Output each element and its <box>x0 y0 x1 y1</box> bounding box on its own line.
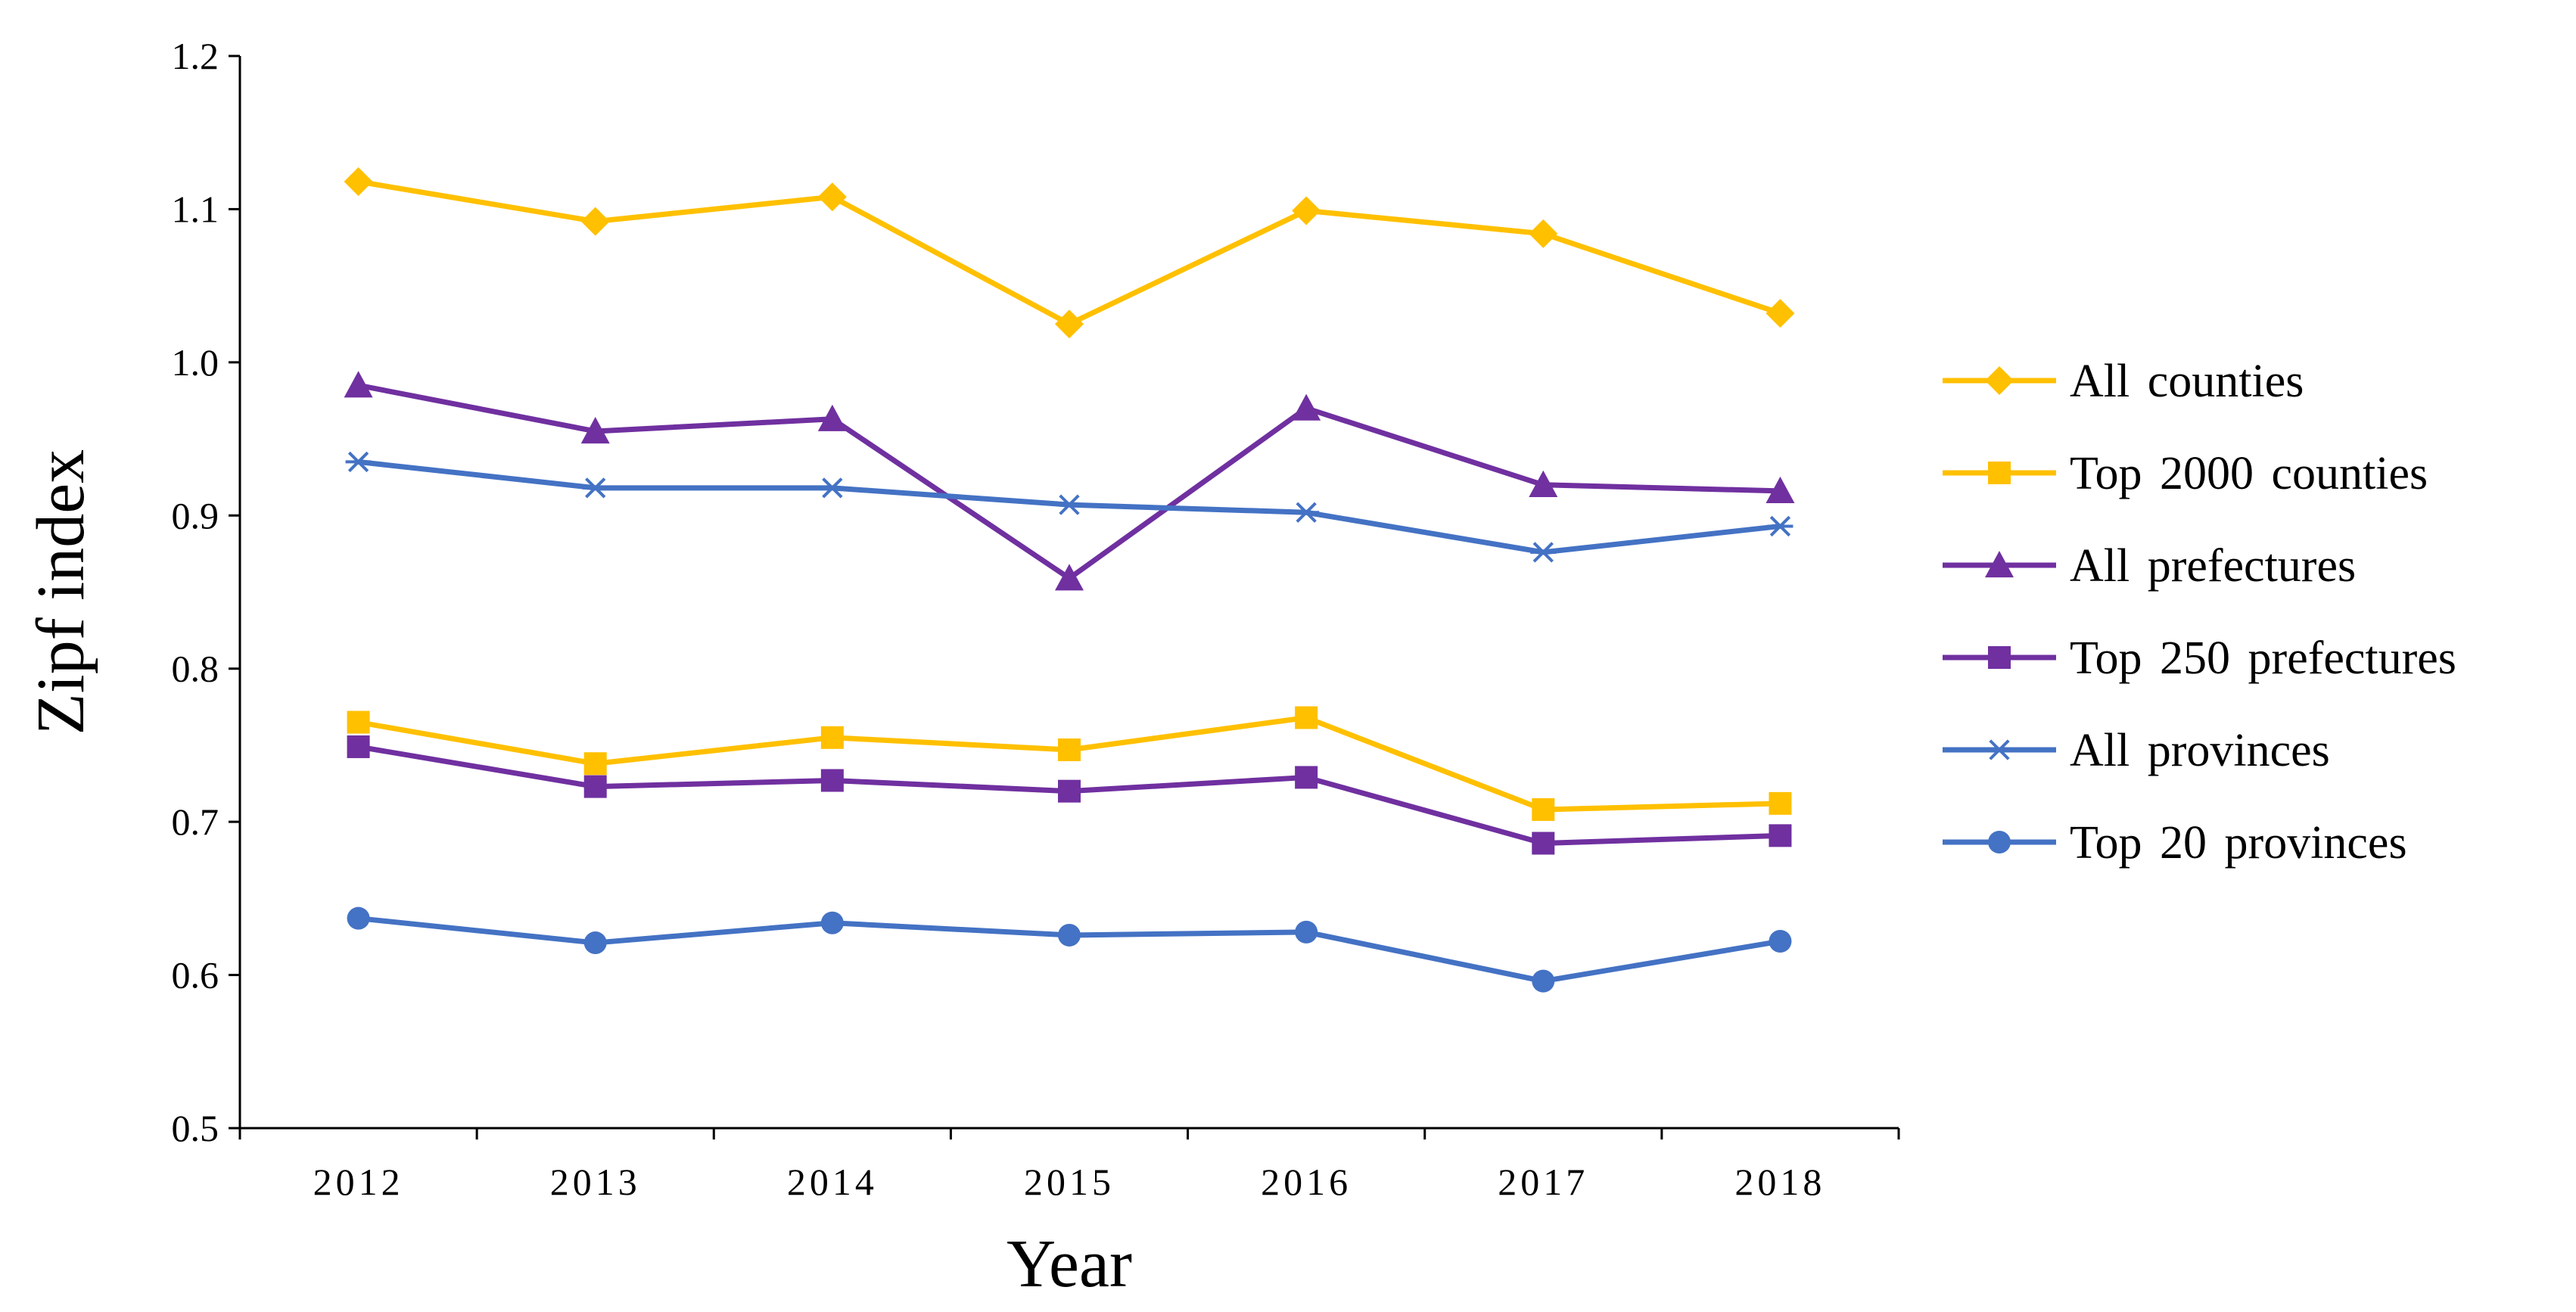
x-axis-title: Year <box>1006 1227 1132 1301</box>
legend: All counties Top 2000 counties All prefect… <box>1943 356 2456 869</box>
series-all-provinces <box>345 451 1794 563</box>
data-point <box>1292 393 1321 421</box>
data-point <box>583 752 607 776</box>
legend-item: All provinces <box>1943 725 2330 776</box>
legend-label: All counties <box>2070 356 2304 407</box>
data-point <box>1295 920 1318 944</box>
data-point <box>580 207 610 236</box>
x-ticks: 2012 2013 2014 2015 2016 2017 2018 <box>238 1128 1900 1203</box>
data-point <box>1769 791 1792 815</box>
data-point <box>820 726 844 749</box>
data-point <box>1532 832 1555 855</box>
legend-marker <box>1988 462 2011 484</box>
y-tick-label: 0.9 <box>172 494 219 536</box>
data-point <box>344 166 373 196</box>
legend-label: All provinces <box>2070 725 2330 776</box>
legend-item: All counties <box>1943 356 2304 407</box>
series-all-counties <box>344 166 1795 339</box>
series-layer <box>344 166 1795 993</box>
legend-marker <box>1988 831 2011 853</box>
series-line <box>357 179 1781 327</box>
data-point <box>1766 299 1795 328</box>
x-tick-label: 2013 <box>550 1161 641 1203</box>
data-point <box>1055 309 1084 339</box>
y-tick-label: 0.6 <box>172 954 219 996</box>
legend-label: Top 20 provinces <box>2070 817 2407 869</box>
y-axis-title: Zipf index <box>23 449 98 735</box>
data-point <box>1766 476 1795 504</box>
y-tick-label: 0.8 <box>172 648 219 690</box>
x-tick-label: 2012 <box>313 1161 404 1203</box>
legend-label: Top 250 prefectures <box>2070 633 2456 684</box>
data-point <box>345 451 372 473</box>
data-point <box>347 735 370 758</box>
y-tick-label: 0.7 <box>172 801 219 843</box>
data-point <box>1295 766 1318 789</box>
x-tick-label: 2017 <box>1498 1161 1588 1203</box>
series-top-250-prefectures <box>347 735 1792 855</box>
data-point <box>819 477 845 499</box>
y-tick-label: 1.1 <box>172 188 219 230</box>
legend-item: All prefectures <box>1943 540 2356 592</box>
data-point <box>1058 779 1081 803</box>
data-point <box>1767 515 1794 537</box>
data-point <box>347 906 370 930</box>
data-point <box>1292 196 1321 225</box>
series-top-20-provinces <box>347 906 1792 993</box>
data-point <box>344 371 373 398</box>
legend-marker <box>1985 551 2014 578</box>
data-point <box>1056 494 1082 515</box>
y-ticks: 0.5 0.6 0.7 0.8 0.9 1.0 1.1 1.2 <box>172 35 240 1149</box>
y-tick-label: 0.5 <box>172 1107 219 1149</box>
series-top-2000-counties <box>347 706 1792 821</box>
data-point <box>1058 738 1081 762</box>
legend-marker <box>1985 366 2014 395</box>
data-point <box>1055 564 1084 591</box>
data-point <box>1532 797 1555 821</box>
data-point <box>1293 502 1320 523</box>
x-tick-label: 2018 <box>1734 1161 1825 1203</box>
legend-marker <box>1986 739 2012 760</box>
y-tick-label: 1.2 <box>172 35 219 77</box>
series-line <box>358 459 1781 555</box>
legend-label: All prefectures <box>2070 540 2356 592</box>
data-point <box>582 477 608 499</box>
y-tick-label: 1.0 <box>172 341 219 384</box>
data-point <box>1769 824 1792 847</box>
data-point <box>820 911 844 934</box>
data-point <box>580 416 610 444</box>
data-point <box>1058 923 1081 947</box>
data-point <box>1295 706 1318 729</box>
data-point <box>820 769 844 792</box>
data-point <box>347 710 370 734</box>
legend-item: Top 250 prefectures <box>1943 633 2456 684</box>
series-all-prefectures <box>344 371 1795 591</box>
data-point <box>1532 969 1555 993</box>
legend-marker <box>1988 646 2011 669</box>
axes <box>238 56 1899 1130</box>
data-point <box>1769 930 1792 953</box>
x-tick-label: 2014 <box>787 1161 878 1203</box>
x-tick-label: 2015 <box>1024 1161 1115 1203</box>
data-point <box>817 404 847 431</box>
x-tick-label: 2016 <box>1261 1161 1352 1203</box>
data-point <box>1529 219 1558 248</box>
data-point <box>583 931 607 955</box>
data-point <box>583 775 607 798</box>
data-point <box>817 182 847 212</box>
legend-item: Top 20 provinces <box>1943 817 2407 869</box>
data-point <box>1529 470 1558 497</box>
data-point <box>1530 542 1557 563</box>
legend-label: Top 2000 counties <box>2070 448 2428 499</box>
legend-item: Top 2000 counties <box>1943 448 2428 499</box>
